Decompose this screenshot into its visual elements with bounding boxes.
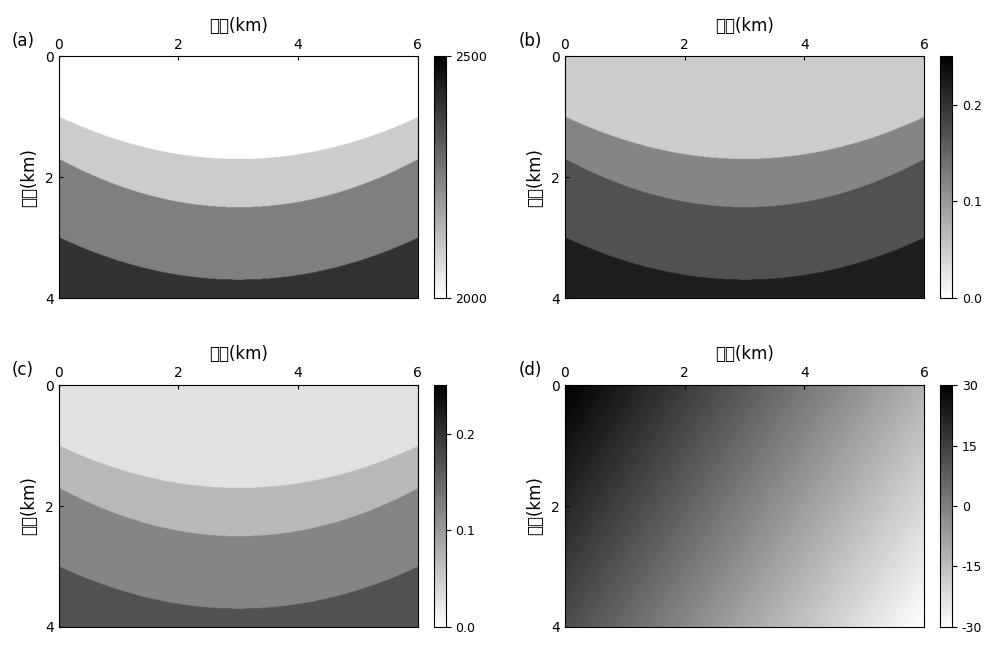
Y-axis label: 深度(km): 深度(km) (526, 148, 544, 207)
Y-axis label: 深度(km): 深度(km) (20, 148, 38, 207)
X-axis label: 距离(km): 距离(km) (209, 346, 268, 363)
Y-axis label: 深度(km): 深度(km) (20, 477, 38, 535)
X-axis label: 距离(km): 距离(km) (715, 346, 774, 363)
Text: (d): (d) (518, 361, 542, 379)
Text: (a): (a) (12, 33, 35, 50)
Text: (c): (c) (12, 361, 34, 379)
X-axis label: 距离(km): 距离(km) (715, 17, 774, 35)
X-axis label: 距离(km): 距离(km) (209, 17, 268, 35)
Y-axis label: 深度(km): 深度(km) (526, 477, 544, 535)
Text: (b): (b) (518, 33, 542, 50)
